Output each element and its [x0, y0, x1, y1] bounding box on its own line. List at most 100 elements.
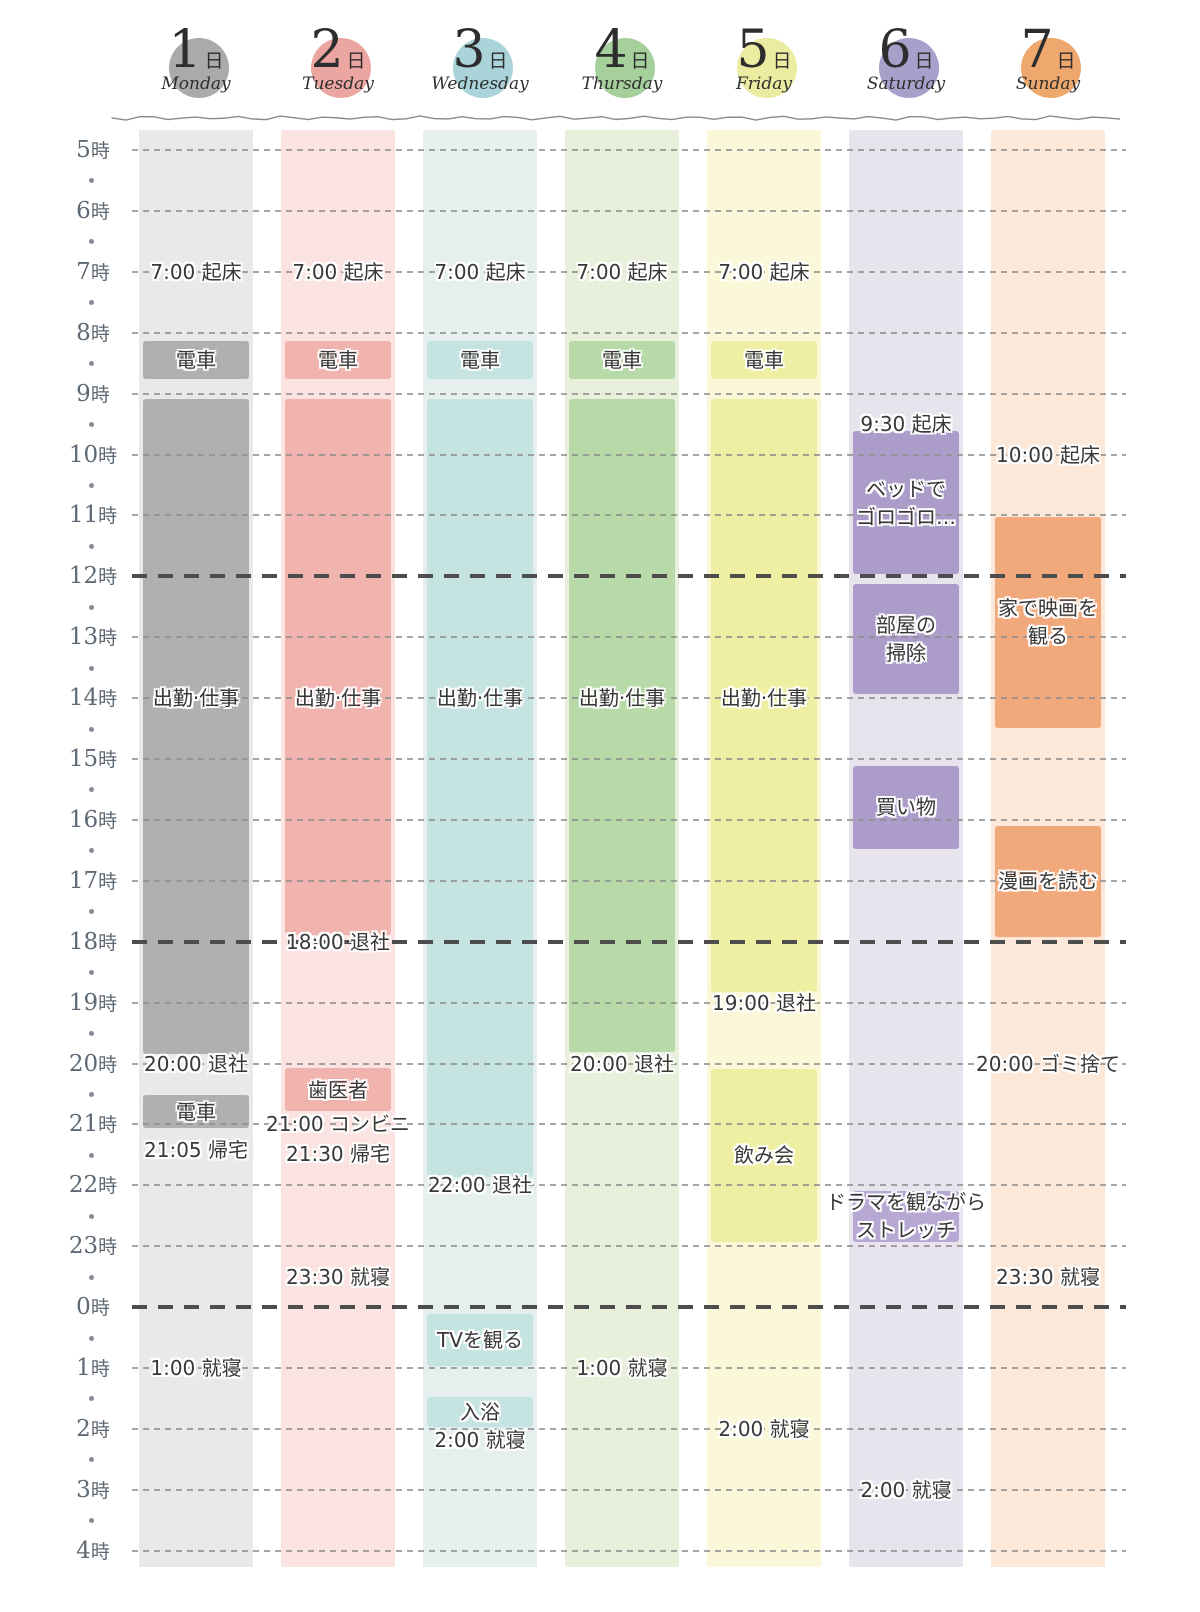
day-number: 4 [594, 20, 628, 80]
wavy-divider [111, 115, 1121, 121]
event-block-tuesday [285, 398, 391, 935]
hour-gridline-8 [132, 331, 1126, 334]
time-label-20: 20時 [50, 1049, 136, 1079]
hour-gridline-14 [132, 697, 1126, 700]
event-block-monday [143, 341, 249, 380]
time-label-15: 15時 [50, 744, 136, 774]
time-label-12: 12時 [50, 561, 136, 591]
event-time-label: 21:30 帰宅 [286, 1141, 390, 1166]
time-label-number: 13 [68, 624, 99, 651]
hour-gridline-2 [132, 1427, 1126, 1430]
time-label-suffix: 時 [98, 627, 118, 650]
time-label-number: 0 [76, 1294, 91, 1321]
event-block-monday [143, 1094, 249, 1129]
time-label-number: 23 [68, 1233, 99, 1260]
day-circle-wednesday [453, 38, 513, 98]
event-time-label: 23:30 就寝 [996, 1264, 1100, 1289]
day-number: 2 [310, 20, 344, 80]
time-label-13: 13時 [50, 622, 136, 652]
event-block-thursday [569, 398, 675, 1053]
event-block-saturday [853, 1190, 959, 1242]
event-block-label: 出勤·仕事 [436, 686, 524, 711]
event-block-saturday [853, 766, 959, 849]
time-label-11: 11時 [50, 500, 136, 530]
day-number: 1 [168, 20, 202, 80]
hour-gridline-bold-12 [132, 574, 1126, 579]
hour-gridline-17 [132, 879, 1126, 882]
day-header-tuesday: 2 日 Tuesday [267, 18, 409, 118]
event-time-label: 1:00 就寝 [576, 1356, 668, 1380]
event-block-label: 出勤·仕事 [294, 686, 382, 711]
event-block-monday [143, 398, 249, 1054]
event-block-friday [711, 341, 817, 380]
time-label-suffix: 時 [98, 1053, 118, 1076]
weekday-label: Friday [736, 74, 792, 94]
event-block-label: 部屋の 掃除 [876, 613, 936, 666]
half-hour-dot [89, 1213, 94, 1219]
time-label-number: 11 [68, 502, 99, 529]
hour-gridline-bold-18 [132, 939, 1126, 944]
time-label-7: 7時 [50, 257, 136, 287]
day-circle-thursday [595, 38, 655, 98]
day-suffix: 日 [1056, 50, 1076, 72]
weekday-label: Wednesday [431, 74, 529, 94]
event-time-label: 1:00 就寝 [150, 1356, 242, 1380]
hour-gridline-11 [132, 514, 1126, 517]
event-time-label: 7:00 起床 [718, 259, 810, 284]
event-time-label: 20:00 退社 [144, 1051, 248, 1076]
event-time-label: 20:00 ゴミ捨て [976, 1051, 1120, 1076]
half-hour-dot [89, 665, 94, 671]
half-hour-dot [89, 422, 94, 428]
event-time-label: 7:00 起床 [292, 259, 384, 284]
day-suffix: 日 [630, 50, 650, 72]
hour-gridline-1 [132, 1367, 1126, 1369]
day-number: 5 [736, 20, 770, 80]
hour-gridline-5 [132, 149, 1126, 151]
event-time-label: 7:00 起床 [576, 259, 668, 284]
day-circle-sunday [1021, 38, 1081, 98]
time-label-suffix: 時 [90, 1358, 110, 1380]
time-label-number: 20 [68, 1050, 99, 1077]
time-label-suffix: 時 [90, 1479, 110, 1502]
time-label-suffix: 時 [98, 809, 118, 832]
time-label-number: 3 [76, 1476, 91, 1503]
hour-gridline-20 [132, 1062, 1126, 1065]
weekday-label: Tuesday [302, 74, 374, 94]
time-label-suffix: 時 [98, 931, 118, 954]
event-block-label: 買い物 [876, 795, 936, 820]
half-hour-dot [89, 1396, 94, 1402]
event-block-label: TVを観る [437, 1327, 523, 1352]
event-block-label: 電車 [318, 348, 358, 373]
time-label-suffix: 時 [98, 1236, 118, 1259]
day-circle-monday [169, 38, 229, 98]
event-block-label: ドラマを観ながら ストレッチ [826, 1190, 986, 1243]
hour-gridline-3 [132, 1488, 1126, 1491]
time-label-4: 4時 [50, 1536, 136, 1566]
day-suffix: 日 [204, 50, 224, 72]
day-header-thursday: 4 日 Thursday [551, 18, 693, 118]
time-label-suffix: 時 [90, 140, 110, 162]
time-label-0: 0時 [50, 1292, 136, 1322]
event-time-label: 18:00 退社 [286, 929, 390, 954]
event-block-label: 出勤·仕事 [578, 686, 666, 711]
event-time-label: 2:00 就寝 [860, 1477, 952, 1502]
event-block-sunday [995, 517, 1101, 728]
time-label-number: 17 [68, 867, 99, 894]
weekday-label: Sunday [1015, 74, 1081, 94]
half-hour-dot [89, 604, 94, 610]
time-label-suffix: 時 [98, 505, 118, 528]
time-label-suffix: 時 [90, 1540, 110, 1563]
time-label-suffix: 時 [98, 1175, 118, 1198]
event-block-tuesday [285, 341, 391, 380]
half-hour-dot [89, 1152, 94, 1158]
day-header-wednesday: 3 日 Wednesday [409, 18, 551, 118]
time-label-5: 5時 [50, 135, 136, 165]
day-header-sunday: 7 日 Sunday [977, 18, 1119, 118]
hour-gridline-bold-0 [132, 1305, 1126, 1310]
time-label-number: 8 [76, 319, 91, 346]
day-suffix: 日 [488, 50, 508, 72]
event-block-saturday [853, 583, 959, 695]
event-block-label: 電車 [744, 348, 784, 373]
day-suffix: 日 [914, 50, 934, 72]
